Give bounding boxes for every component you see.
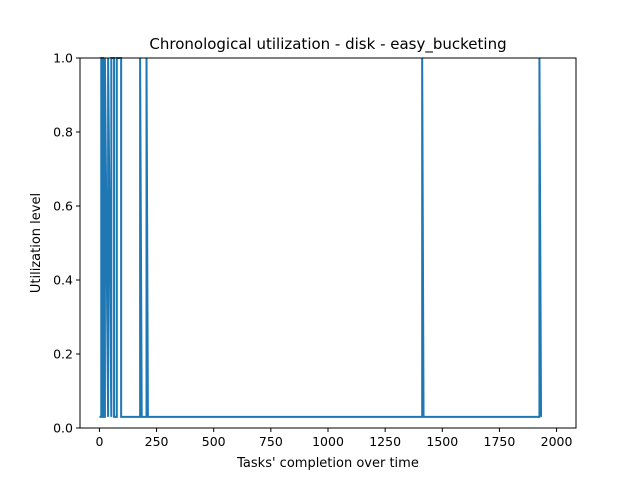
y-tick-label: 0.0 <box>53 421 73 436</box>
x-axis-label: Tasks' completion over time <box>236 456 419 471</box>
x-tick-label: 1000 <box>312 434 344 449</box>
y-tick-label: 1.0 <box>53 51 73 66</box>
plot-frame <box>79 57 577 429</box>
series-line-0 <box>99 57 543 418</box>
y-tick-label: 0.2 <box>53 347 73 362</box>
x-tick-label: 2000 <box>541 434 573 449</box>
y-axis: 0.0 0.2 0.4 0.6 0.8 1.0 <box>53 51 80 436</box>
plot-area <box>99 57 543 418</box>
y-axis-label: Utilization level <box>29 193 44 293</box>
x-axis: 0 250 500 750 1000 1250 1500 1750 2000 <box>95 428 573 449</box>
y-tick-label: 0.8 <box>53 125 73 140</box>
x-tick-label: 500 <box>202 434 226 449</box>
x-tick-label: 1750 <box>484 434 516 449</box>
y-tick-label: 0.6 <box>53 199 73 214</box>
x-tick-label: 250 <box>145 434 169 449</box>
y-tick-label: 0.4 <box>53 273 73 288</box>
x-tick-label: 1500 <box>426 434 458 449</box>
chart-title: Chronological utilization - disk - easy_… <box>149 35 506 54</box>
x-tick-label: 1250 <box>369 434 401 449</box>
x-tick-label: 750 <box>259 434 283 449</box>
x-tick-label: 0 <box>95 434 103 449</box>
